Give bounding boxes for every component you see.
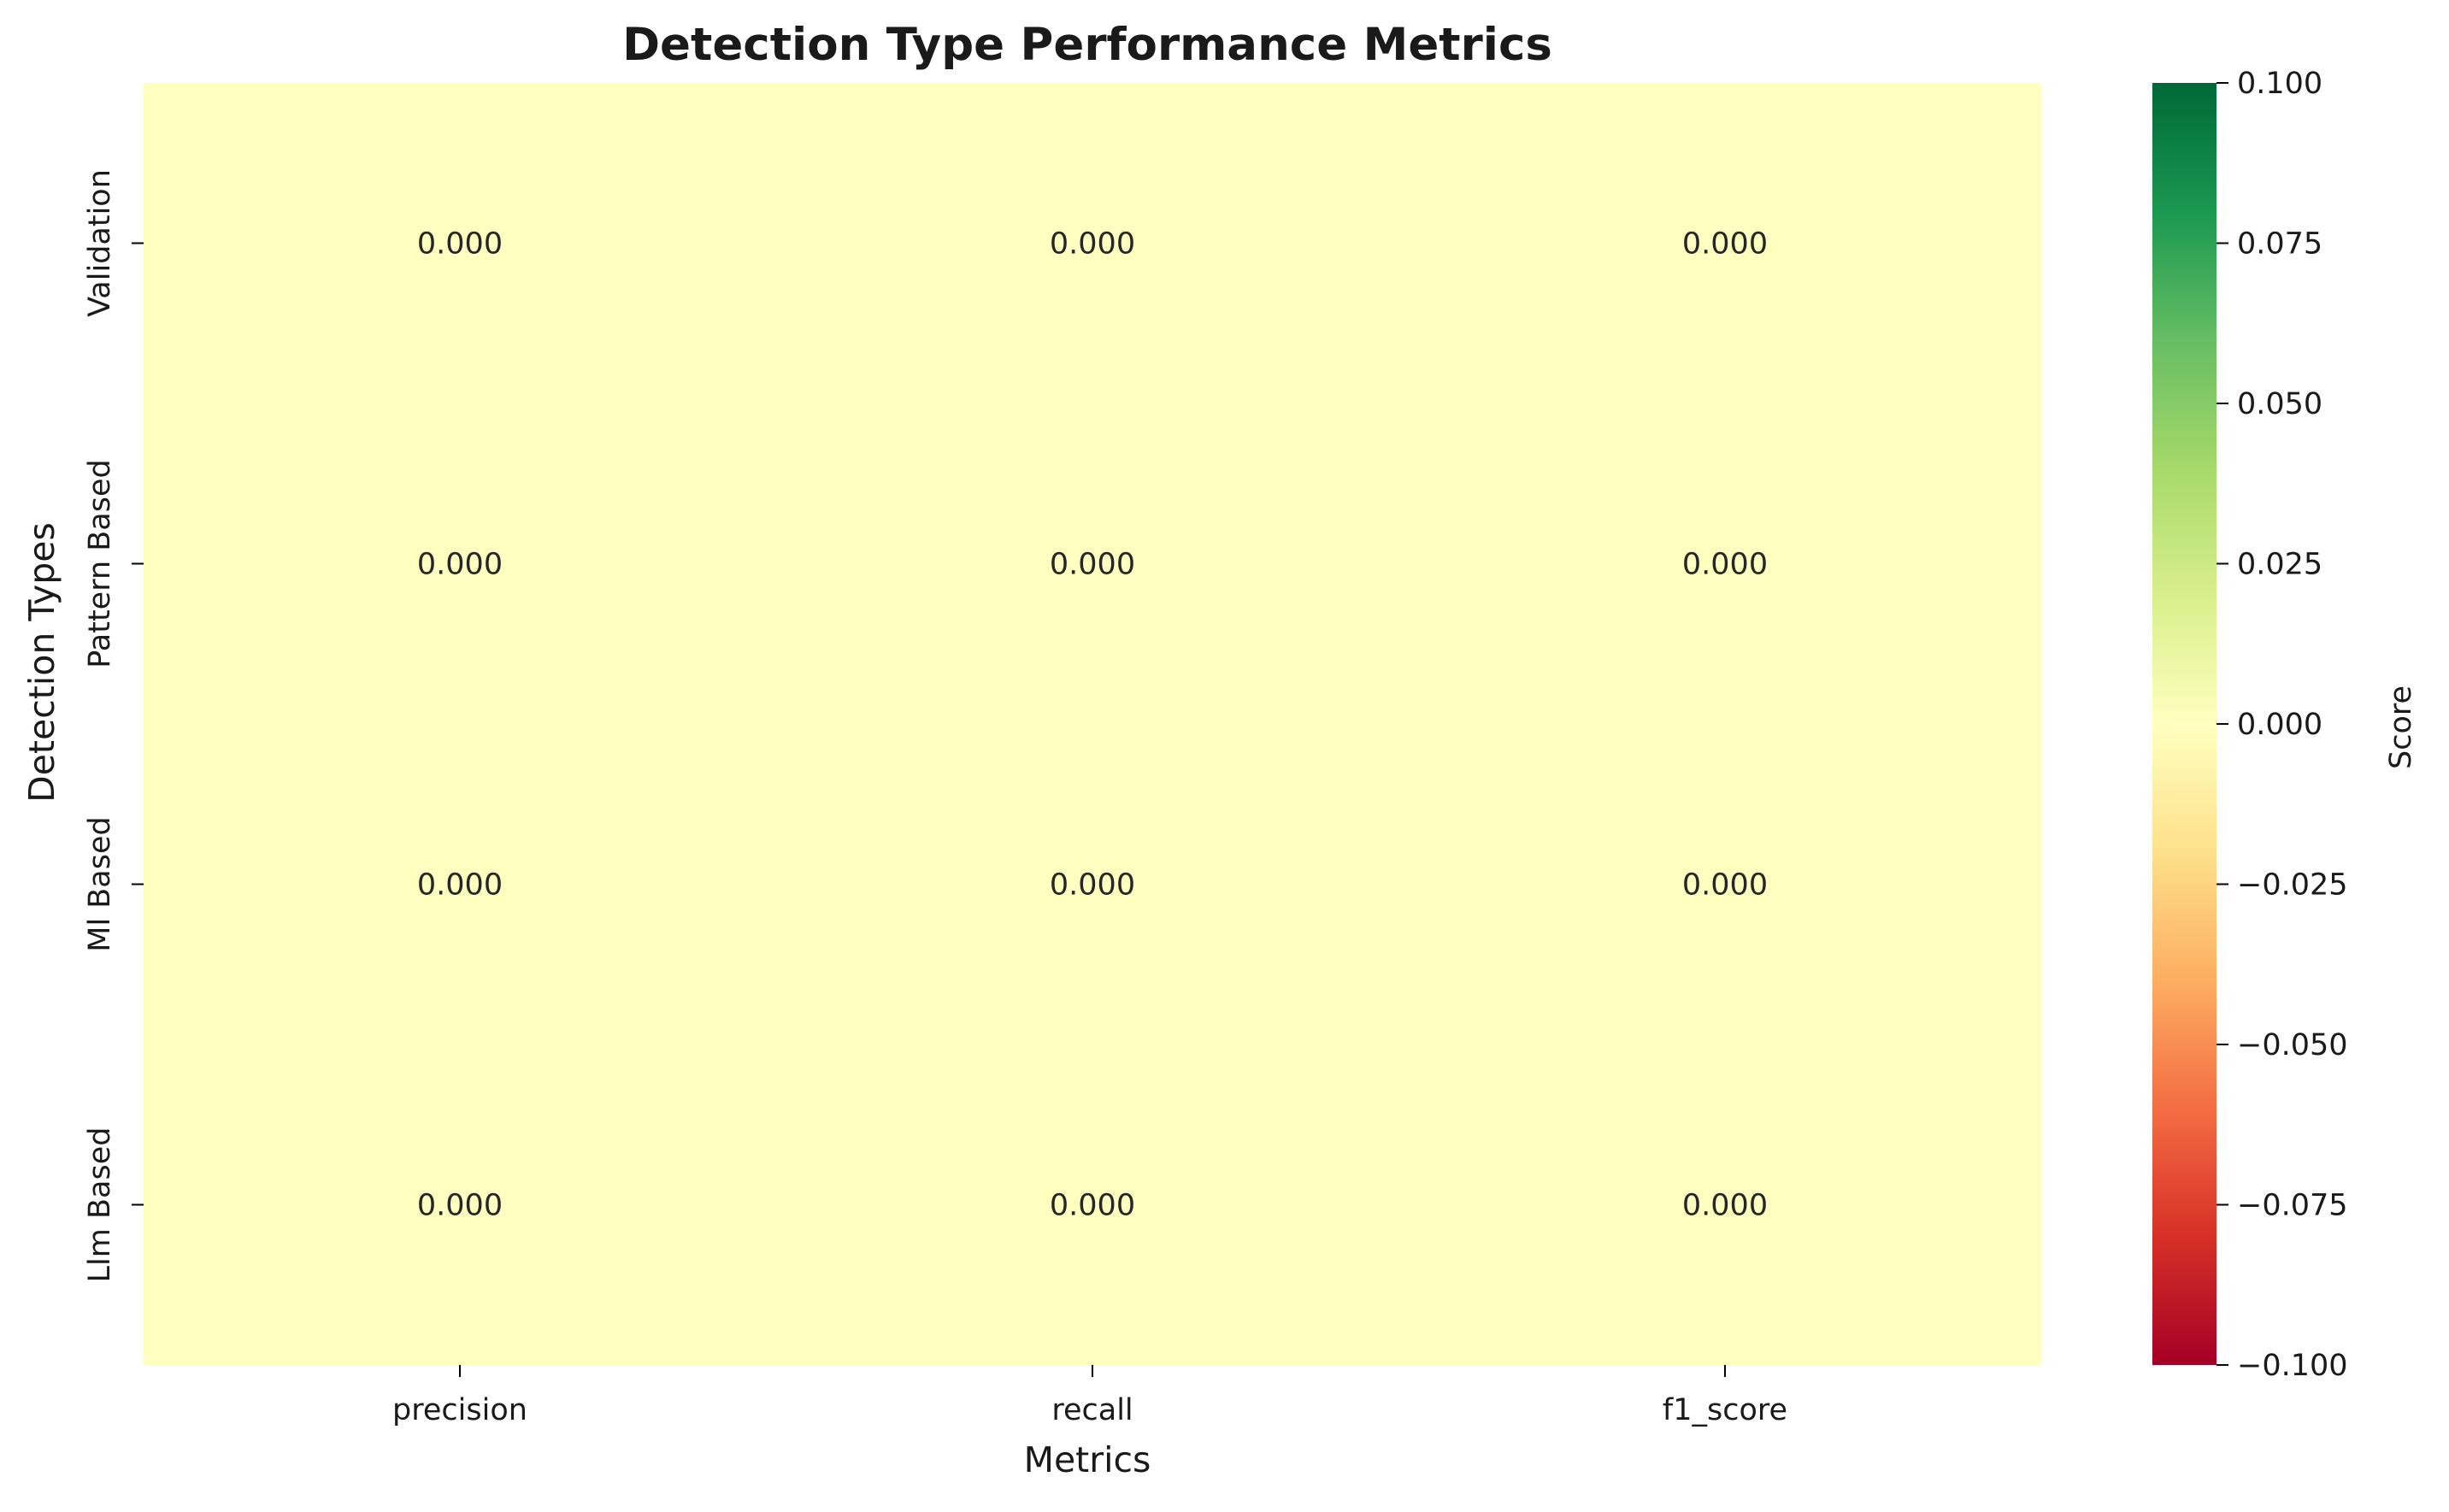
cell-value-label: 0.000 bbox=[1682, 227, 1768, 262]
heatmap-cell bbox=[144, 403, 777, 725]
x-tick-label: f1_score bbox=[1663, 1393, 1787, 1427]
cell-value-label: 0.000 bbox=[417, 1189, 503, 1223]
colorbar-tick-label: −0.050 bbox=[2237, 1028, 2348, 1062]
y-axis-ticks: Validation Pattern Based Ml Based Llm Based bbox=[83, 169, 144, 1282]
colorbar-tick-label: 0.100 bbox=[2237, 67, 2322, 101]
cell-value-label: 0.000 bbox=[417, 868, 503, 903]
x-tick-label: precision bbox=[392, 1393, 527, 1427]
colorbar-tick-label: 0.000 bbox=[2237, 708, 2322, 742]
heatmap-cell bbox=[1409, 724, 2042, 1045]
heatmap-cell bbox=[776, 403, 1410, 725]
colorbar-tick-label: 0.050 bbox=[2237, 387, 2322, 421]
heatmap-cell bbox=[144, 1044, 777, 1366]
cell-value-label: 0.000 bbox=[417, 227, 503, 262]
heatmap-cell bbox=[1409, 83, 2042, 404]
cell-value-label: 0.000 bbox=[1050, 227, 1135, 262]
cell-value-label: 0.000 bbox=[1050, 548, 1135, 582]
x-axis-label: Metrics bbox=[1024, 1439, 1151, 1480]
colorbar-tick-label: 0.075 bbox=[2237, 227, 2322, 262]
cell-value-label: 0.000 bbox=[1682, 1189, 1768, 1223]
heatmap-cells bbox=[144, 83, 2042, 1366]
colorbar-tick-label: −0.025 bbox=[2237, 868, 2348, 903]
heatmap-cell bbox=[1409, 1044, 2042, 1366]
colorbar-tick-label: −0.075 bbox=[2237, 1189, 2348, 1223]
cell-value-label: 0.000 bbox=[1050, 1189, 1135, 1223]
x-tick-label: recall bbox=[1051, 1393, 1133, 1427]
colorbar-ticks: −0.100 −0.075 −0.050 −0.025 0.000 0.025 0.050 0… bbox=[2216, 67, 2348, 1383]
y-tick-label: Validation bbox=[83, 169, 117, 317]
colorbar-tick-label: 0.025 bbox=[2237, 548, 2322, 582]
heatmap-cell bbox=[776, 724, 1410, 1045]
y-tick-label: Pattern Based bbox=[83, 459, 117, 668]
y-tick-label: Llm Based bbox=[83, 1127, 117, 1283]
cell-value-label: 0.000 bbox=[1682, 868, 1768, 903]
cell-value-label: 0.000 bbox=[1050, 868, 1135, 903]
chart-title: Detection Type Performance Metrics bbox=[622, 19, 1552, 71]
heatmap-cell-labels: 0.000 0.000 0.000 0.000 0.000 0.000 0.000 0.000… bbox=[417, 227, 1768, 1223]
x-axis-ticks: precision recall f1_score bbox=[392, 1365, 1787, 1427]
colorbar-tick-label: −0.100 bbox=[2237, 1349, 2348, 1383]
heatmap-cell bbox=[776, 83, 1410, 404]
heatmap-cell bbox=[144, 724, 777, 1045]
heatmap-cell bbox=[776, 1044, 1410, 1366]
y-axis-label: Detection Types bbox=[21, 522, 62, 803]
colorbar bbox=[2152, 83, 2216, 1365]
heatmap-cell bbox=[1409, 403, 2042, 725]
heatmap-cell bbox=[144, 83, 777, 404]
cell-value-label: 0.000 bbox=[1682, 548, 1768, 582]
cell-value-label: 0.000 bbox=[417, 548, 503, 582]
colorbar-label: Score bbox=[2384, 685, 2418, 769]
y-tick-label: Ml Based bbox=[83, 816, 117, 952]
